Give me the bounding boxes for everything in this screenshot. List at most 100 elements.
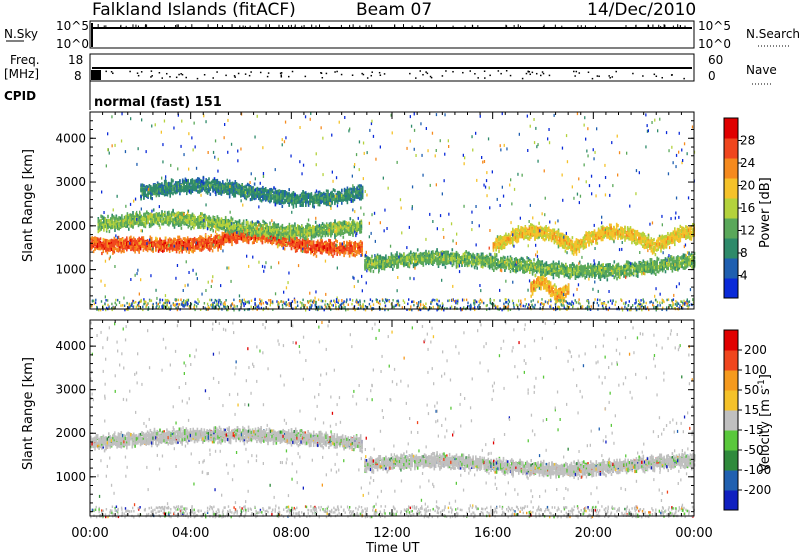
nave-dot xyxy=(112,73,114,75)
data-cell xyxy=(279,227,281,230)
nave-dot xyxy=(536,73,538,75)
data-cell xyxy=(345,251,347,254)
data-cell xyxy=(266,234,268,237)
nave-dot xyxy=(549,75,551,77)
data-cell xyxy=(142,188,144,191)
nsky-tick-top: 10^5 xyxy=(56,19,89,33)
nsky-panel: N.Sky 10^5 10^0 10^5 10^0 N.Search xyxy=(4,19,800,51)
nave-dot xyxy=(656,76,658,78)
nave-dot xyxy=(442,75,444,77)
data-cell xyxy=(178,211,180,214)
nave-dot xyxy=(166,73,168,75)
nave-dot xyxy=(280,74,282,76)
data-cell xyxy=(153,192,155,195)
data-cell xyxy=(142,193,144,196)
data-cell xyxy=(353,253,355,256)
nave-dot xyxy=(352,74,354,76)
data-cell xyxy=(187,236,189,239)
data-cell xyxy=(156,218,158,221)
nave-dot xyxy=(185,77,187,79)
data-cell xyxy=(105,218,107,221)
nave-dot xyxy=(292,71,294,73)
data-cell xyxy=(142,185,144,188)
data-cell xyxy=(338,228,340,231)
nave-dot xyxy=(540,75,542,77)
data-cell xyxy=(105,242,107,245)
data-cell xyxy=(222,227,224,230)
data-cell xyxy=(346,242,348,245)
data-cell xyxy=(128,228,130,231)
data-cell xyxy=(294,241,296,244)
data-cell xyxy=(152,221,154,224)
data-cell xyxy=(271,242,273,245)
nave-dot xyxy=(159,72,161,74)
data-cell xyxy=(154,214,156,217)
nave-dot xyxy=(178,74,180,76)
nave-dot xyxy=(234,76,236,78)
data-cell xyxy=(325,245,327,248)
data-cell xyxy=(260,223,262,226)
data-cell xyxy=(350,229,352,232)
data-cell xyxy=(329,224,331,227)
data-cell xyxy=(108,245,110,248)
data-cell xyxy=(311,232,313,235)
data-cell xyxy=(203,221,205,224)
data-cell xyxy=(107,215,109,218)
data-cell xyxy=(309,240,311,243)
data-cell xyxy=(191,238,193,241)
data-cell xyxy=(314,228,316,231)
data-cell xyxy=(189,214,191,217)
data-cell xyxy=(276,240,278,243)
data-cell xyxy=(194,246,196,249)
data-cell xyxy=(268,226,270,229)
data-cell xyxy=(210,234,212,237)
data-cell xyxy=(300,248,302,251)
data-cell xyxy=(136,214,138,217)
data-cell xyxy=(105,239,107,242)
data-cell xyxy=(127,225,129,228)
data-cell xyxy=(337,227,339,230)
data-cell xyxy=(157,189,159,192)
data-cell xyxy=(361,242,363,245)
data-cell xyxy=(294,237,296,240)
data-cell xyxy=(127,212,129,215)
data-cell xyxy=(156,221,158,224)
data-cell xyxy=(186,221,188,224)
data-cell xyxy=(98,230,100,233)
nave-dot xyxy=(526,73,528,75)
data-cell xyxy=(314,244,316,247)
data-cell xyxy=(283,229,285,232)
data-cell xyxy=(116,225,118,228)
data-cell xyxy=(338,221,340,224)
data-cell xyxy=(192,223,194,226)
data-cell xyxy=(320,244,322,247)
data-cell xyxy=(187,243,189,246)
data-cell xyxy=(201,246,203,249)
data-cell xyxy=(319,233,321,236)
data-cell xyxy=(112,247,114,250)
data-cell xyxy=(312,230,314,233)
nave-dot xyxy=(341,74,343,76)
data-cell xyxy=(286,233,288,236)
data-cell xyxy=(232,225,234,228)
data-cell xyxy=(104,244,106,247)
data-cell xyxy=(116,248,118,251)
data-cell xyxy=(99,225,101,228)
data-cell xyxy=(101,245,103,248)
data-cell xyxy=(204,238,206,241)
data-cell xyxy=(278,231,280,234)
data-cell xyxy=(187,239,189,242)
nave-dot xyxy=(469,70,471,72)
data-cell xyxy=(143,196,145,199)
data-cell xyxy=(160,188,162,191)
data-cell xyxy=(294,230,296,233)
data-cell xyxy=(342,246,344,249)
data-cell xyxy=(98,219,100,222)
data-cell xyxy=(308,227,310,230)
data-cell xyxy=(123,241,125,244)
data-cell xyxy=(301,229,303,232)
data-cell xyxy=(235,220,237,223)
data-cell xyxy=(161,220,163,223)
data-cell xyxy=(226,224,228,227)
nave-dot xyxy=(615,71,617,73)
